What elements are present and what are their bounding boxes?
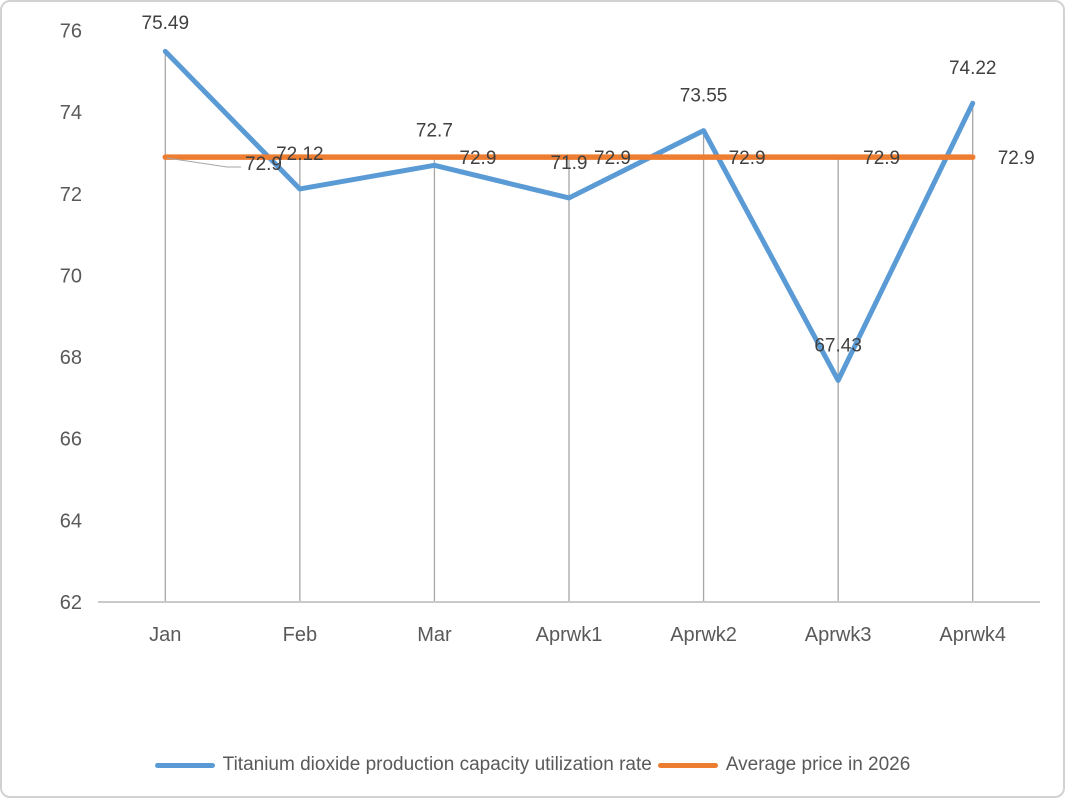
y-tick-label: 72: [60, 184, 82, 206]
y-tick-label: 62: [60, 592, 82, 614]
data-label-average: 72.9: [245, 154, 282, 175]
legend: Titanium dioxide production capacity uti…: [2, 749, 1063, 781]
y-tick-label: 64: [60, 510, 82, 532]
data-label-utilization: 71.9: [551, 153, 588, 174]
y-tick-label: 76: [60, 21, 82, 43]
x-tick-label: Aprwk2: [670, 624, 737, 646]
legend-swatch-series1: [154, 762, 215, 768]
data-label-average: 72.9: [459, 148, 496, 169]
legend-label-series1: Titanium dioxide production capacity uti…: [222, 754, 652, 775]
data-label-utilization: 72.7: [416, 120, 453, 141]
x-tick-label: Jan: [149, 624, 181, 646]
series-line-utilization: [162, 48, 976, 383]
data-label-average: 72.9: [594, 148, 631, 169]
legend-swatch-series2: [657, 762, 718, 768]
data-label-utilization: 73.55: [680, 86, 728, 107]
x-tick-label: Aprwk3: [805, 624, 872, 646]
x-tick-label: Aprwk1: [536, 624, 603, 646]
x-tick-label: Aprwk4: [939, 624, 1006, 646]
y-tick-label: 68: [60, 347, 82, 369]
data-label-utilization: 67.43: [814, 335, 862, 356]
legend-label-series2: Average price in 2026: [725, 754, 911, 775]
data-label-utilization: 74.22: [949, 58, 997, 79]
data-label-average: 72.9: [998, 148, 1035, 169]
data-label-utilization: 72.12: [276, 144, 324, 165]
data-label-utilization: 75.49: [142, 13, 190, 34]
y-tick-label: 74: [60, 102, 82, 124]
chart-plot-area: 62 64 66 68 70 72 74 76 Jan Feb Mar Aprwk1 Aprwk2 Apr…: [60, 13, 1040, 646]
y-tick-label: 66: [60, 429, 82, 451]
x-tick-label: Feb: [283, 624, 317, 646]
x-tick-label: Mar: [417, 624, 452, 646]
y-tick-label: 70: [60, 265, 82, 287]
legend-item-series2[interactable]: Average price in 2026: [657, 754, 911, 776]
data-label-average: 72.9: [863, 148, 900, 169]
label-leader-line: [166, 157, 241, 168]
data-label-average: 72.9: [729, 148, 766, 169]
legend-item-series1[interactable]: Titanium dioxide production capacity uti…: [154, 754, 652, 776]
